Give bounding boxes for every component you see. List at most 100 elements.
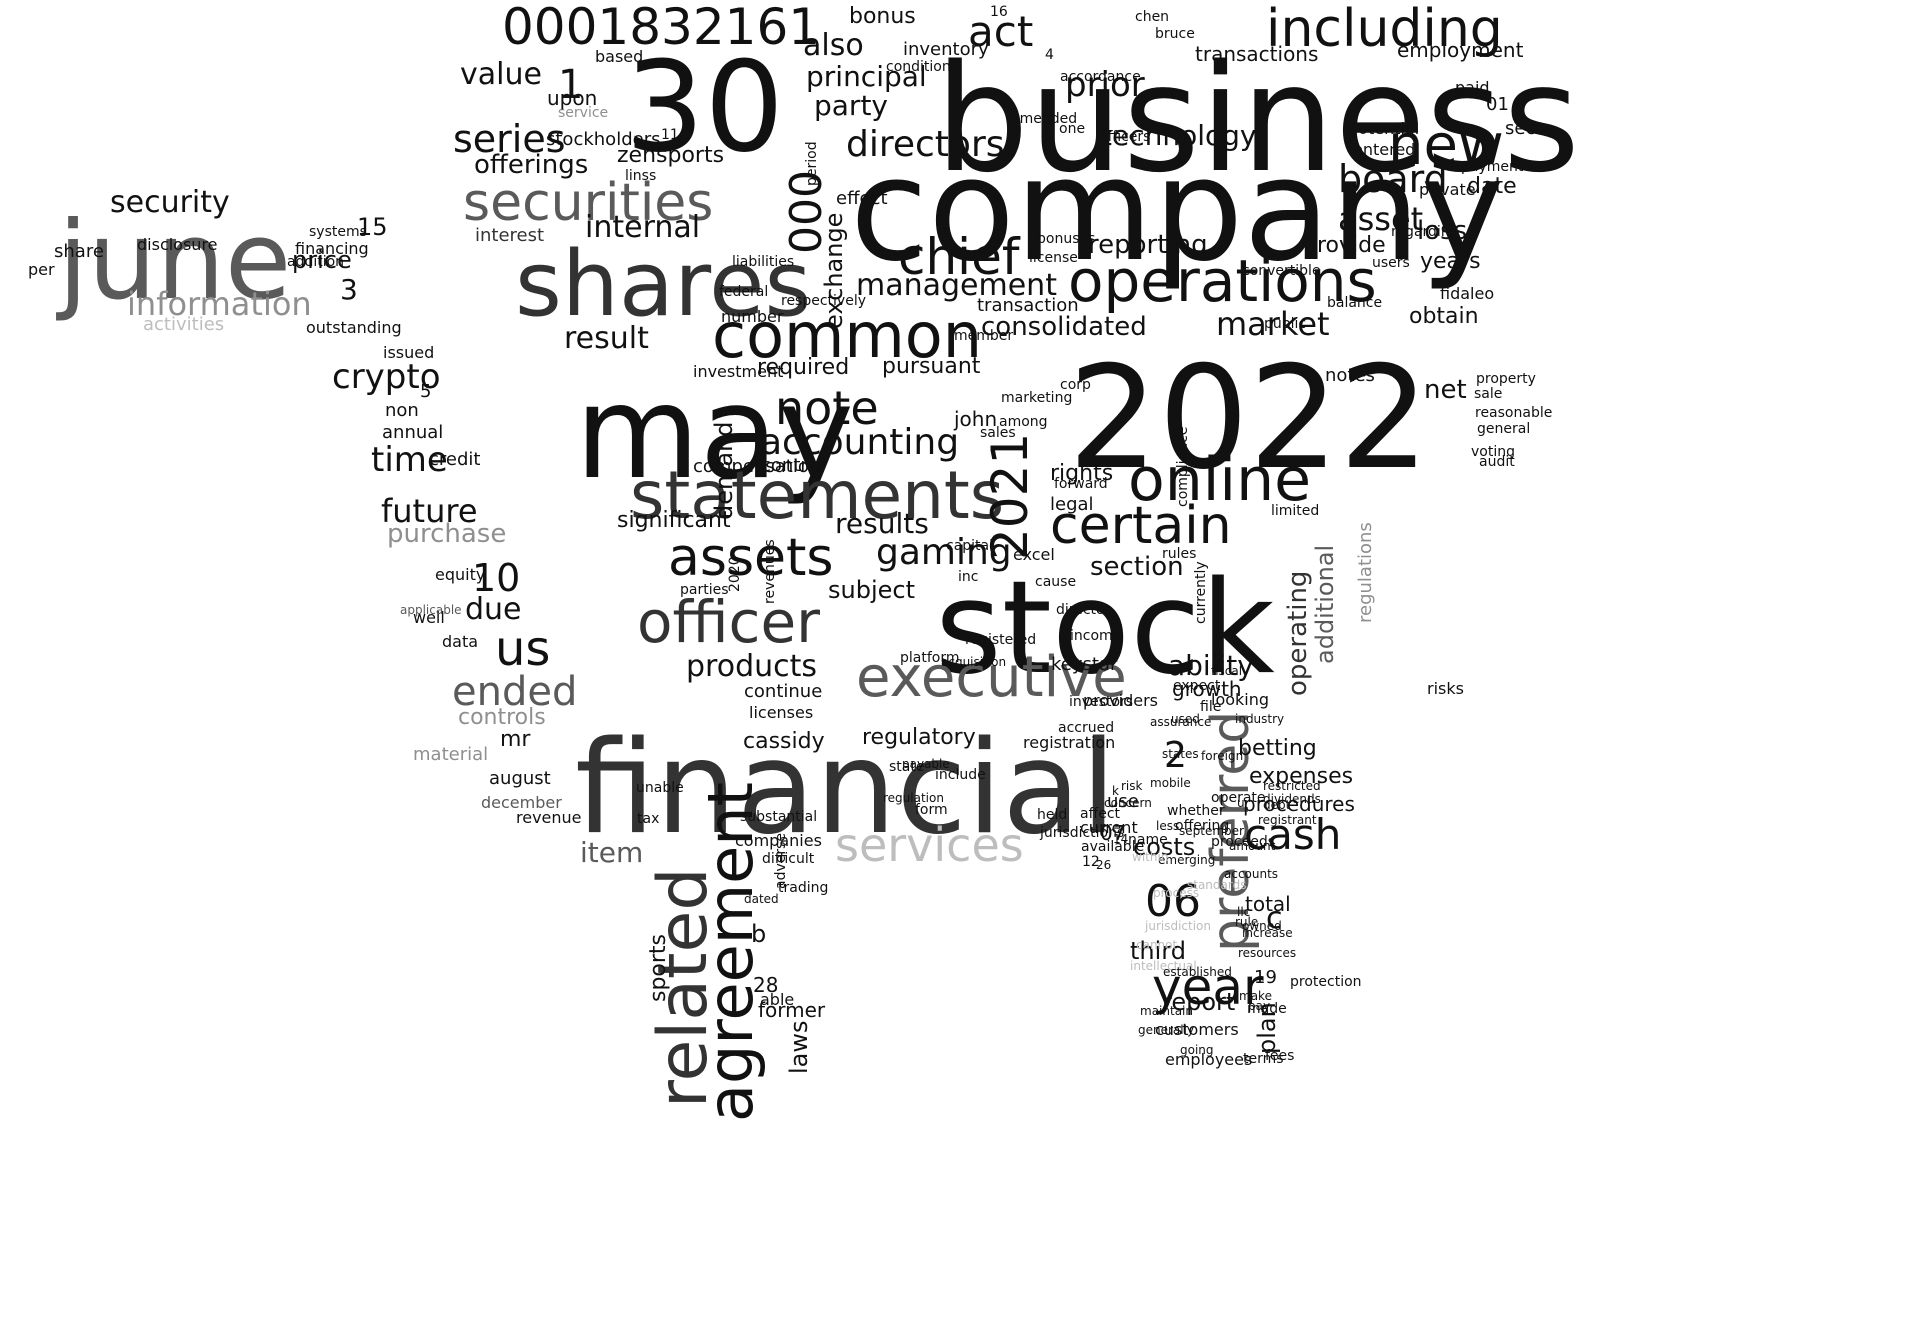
cloud-word-132: tax <box>637 811 660 827</box>
cloud-word-97: report <box>1162 988 1236 1016</box>
cloud-word-110: 3 <box>340 273 358 306</box>
cloud-word-151: transaction <box>977 295 1079 316</box>
cloud-word-192: registered <box>965 632 1037 648</box>
cloud-word-243: 14 <box>1113 832 1129 846</box>
cloud-word-106: 2 <box>1164 735 1187 776</box>
cloud-word-100: employees <box>1165 1050 1253 1069</box>
cloud-word-184: notes <box>1325 365 1375 386</box>
cloud-word-122: per <box>28 260 55 279</box>
cloud-word-111: 15 <box>357 213 388 241</box>
cloud-word-233: income <box>1070 628 1122 644</box>
cloud-word-269: september <box>1179 824 1244 838</box>
cloud-word-17: online <box>1128 445 1312 515</box>
cloud-word-32: directors <box>846 124 1005 165</box>
cloud-word-254: concern <box>1104 796 1152 810</box>
cloud-word-115: outstanding <box>306 318 402 337</box>
cloud-word-38: information <box>127 285 312 323</box>
cloud-word-270: less <box>1156 819 1180 833</box>
cloud-word-214: property <box>1476 371 1536 387</box>
cloud-word-163: service <box>558 105 609 121</box>
cloud-word-263: assurance <box>1150 715 1212 729</box>
cloud-word-142: licenses <box>749 703 814 722</box>
cloud-word-21: new <box>1388 113 1504 178</box>
cloud-word-130: december <box>481 793 562 812</box>
cloud-word-71: operating <box>1283 570 1313 696</box>
cloud-word-191: capital <box>946 538 994 554</box>
cloud-word-69: section <box>1090 552 1184 582</box>
cloud-word-121: addition <box>287 254 345 270</box>
cloud-word-257: risk <box>1121 779 1143 793</box>
cloud-word-193: acquisition <box>941 655 1007 669</box>
cloud-word-74: growth <box>1172 677 1242 701</box>
cloud-word-281: maintain <box>1140 1004 1193 1018</box>
cloud-word-199: made <box>1247 1001 1287 1017</box>
cloud-word-183: public <box>1264 316 1307 332</box>
cloud-word-154: federal <box>719 284 769 300</box>
cloud-word-62: years <box>1420 249 1481 274</box>
cloud-word-65: products <box>686 649 818 684</box>
cloud-word-77: time <box>371 440 448 480</box>
cloud-word-168: effect <box>836 188 888 209</box>
cloud-word-88: regulatory <box>862 725 976 750</box>
cloud-word-266: debt <box>1263 798 1291 812</box>
cloud-word-33: board <box>1338 157 1448 201</box>
cloud-word-148: number <box>721 307 784 326</box>
cloud-word-19: assets <box>668 528 834 588</box>
cloud-word-149: required <box>757 355 850 380</box>
cloud-word-61: provide <box>1303 233 1386 258</box>
cloud-word-200: protection <box>1290 974 1362 990</box>
cloud-word-9: statements <box>630 457 1005 534</box>
cloud-word-12: including <box>1266 0 1503 59</box>
cloud-word-260: restricted <box>1263 779 1321 793</box>
cloud-word-89: registration <box>1023 733 1116 752</box>
cloud-word-248: whether <box>1167 803 1225 819</box>
cloud-word-93: costs <box>1133 833 1196 861</box>
cloud-word-125: equity <box>435 565 486 584</box>
cloud-word-0: business <box>935 33 1581 205</box>
cloud-word-72: additional <box>1311 544 1339 664</box>
cloud-word-167: period <box>804 141 820 186</box>
cloud-word-175: entered <box>1353 140 1416 159</box>
cloud-word-76: legal <box>1050 494 1094 515</box>
cloud-word-52: offerings <box>474 150 589 180</box>
cloud-word-139: affect <box>1080 806 1121 822</box>
cloud-word-207: forward <box>1054 476 1108 492</box>
cloud-word-141: continue <box>744 681 823 702</box>
cloud-word-170: transactions <box>1195 42 1319 66</box>
cloud-word-5: may <box>575 359 854 508</box>
cloud-word-34: series <box>453 117 566 161</box>
cloud-word-252: emerging <box>1158 853 1216 867</box>
cloud-word-169: linss <box>625 168 657 184</box>
cloud-word-144: platform <box>900 650 960 666</box>
cloud-word-16: executive <box>856 645 1127 710</box>
cloud-word-68: results <box>835 507 929 540</box>
cloud-word-123: well <box>413 608 445 627</box>
cloud-word-159: demand <box>710 421 738 520</box>
cloud-word-251: proceeds <box>1211 834 1276 850</box>
cloud-word-73: regulations <box>1355 522 1376 623</box>
cloud-word-1: company <box>850 128 1505 293</box>
cloud-word-245: 28 <box>753 973 779 997</box>
cloud-word-14: securities <box>463 173 714 233</box>
cloud-word-137: use <box>1107 791 1139 812</box>
cloud-word-7: june <box>58 199 292 324</box>
cloud-word-27: year <box>1152 958 1264 1016</box>
cloud-word-36: us <box>495 621 551 677</box>
cloud-word-272: within <box>1132 850 1169 864</box>
cloud-word-153: respectively <box>781 293 867 309</box>
cloud-word-79: purchase <box>387 519 507 549</box>
cloud-word-59: loss <box>1417 216 1468 246</box>
cloud-word-90: betting <box>1238 736 1317 761</box>
cloud-word-197: risks <box>1427 679 1464 698</box>
cloud-word-208: compliance <box>1175 426 1191 507</box>
cloud-word-187: looking <box>1211 690 1270 709</box>
cloud-word-258: states <box>1162 747 1199 761</box>
cloud-word-232: director <box>1056 602 1111 618</box>
cloud-word-225: 4 <box>1045 47 1054 63</box>
cloud-word-146: compensation <box>693 456 821 477</box>
cloud-word-60: date <box>1467 174 1517 199</box>
cloud-word-237: payable <box>902 757 950 771</box>
cloud-word-155: liabilities <box>732 254 795 270</box>
cloud-word-206: currently <box>1193 561 1209 624</box>
cloud-word-217: bonuses <box>1037 231 1096 247</box>
